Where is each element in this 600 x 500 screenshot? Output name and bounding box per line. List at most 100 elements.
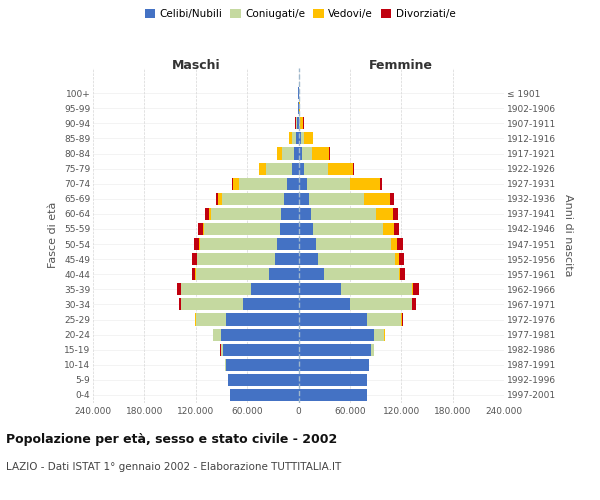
Bar [413,284,419,296]
Bar [192,268,196,280]
Bar [313,223,383,235]
Bar [266,162,292,174]
Bar [203,223,205,235]
Bar [324,268,398,280]
Bar [391,238,397,250]
Bar [228,374,299,386]
Bar [299,298,350,310]
Bar [402,314,403,326]
Bar [364,192,390,205]
Bar [277,238,299,250]
Bar [299,132,301,144]
Bar [233,178,239,190]
Bar [307,178,350,190]
Bar [177,284,181,296]
Bar [299,223,313,235]
Bar [397,238,403,250]
Bar [412,284,413,296]
Bar [287,178,299,190]
Bar [217,192,218,205]
Bar [395,253,398,265]
Text: Maschi: Maschi [172,59,220,72]
Bar [296,132,299,144]
Bar [232,178,233,190]
Bar [299,178,307,190]
Bar [199,238,200,250]
Text: Popolazione per età, sesso e stato civile - 2002: Popolazione per età, sesso e stato civil… [6,432,337,446]
Bar [350,178,380,190]
Bar [205,223,280,235]
Bar [394,223,398,235]
Bar [350,298,412,310]
Bar [251,284,299,296]
Bar [311,208,376,220]
Bar [226,358,299,371]
Bar [197,253,275,265]
Bar [226,314,299,326]
Bar [401,314,402,326]
Bar [211,208,281,220]
Bar [269,268,299,280]
Text: Femmine: Femmine [369,59,433,72]
Bar [376,208,392,220]
Bar [353,162,354,174]
Bar [398,268,400,280]
Bar [299,148,302,160]
Bar [299,208,311,220]
Bar [316,238,391,250]
Bar [196,268,269,280]
Bar [304,132,313,144]
Bar [302,148,312,160]
Bar [199,223,203,235]
Bar [299,162,304,174]
Bar [209,208,211,220]
Bar [193,253,197,265]
Bar [275,253,299,265]
Bar [221,328,299,340]
Bar [318,253,395,265]
Bar [367,314,401,326]
Bar [371,344,374,355]
Bar [239,178,287,190]
Bar [213,328,221,340]
Bar [299,238,316,250]
Bar [299,358,369,371]
Bar [383,223,394,235]
Bar [181,284,251,296]
Y-axis label: Fasce di età: Fasce di età [49,202,58,268]
Bar [243,298,299,310]
Bar [299,284,341,296]
Bar [304,162,328,174]
Bar [292,132,296,144]
Bar [280,223,299,235]
Bar [412,298,416,310]
Bar [299,118,301,130]
Bar [309,192,364,205]
Bar [281,208,299,220]
Bar [299,268,324,280]
Text: LAZIO - Dati ISTAT 1° gennaio 2002 - Elaborazione TUTTITALIA.IT: LAZIO - Dati ISTAT 1° gennaio 2002 - Ela… [6,462,341,472]
Bar [284,192,299,205]
Bar [299,389,367,401]
Bar [301,118,304,130]
Bar [222,192,284,205]
Bar [181,298,243,310]
Y-axis label: Anni di nascita: Anni di nascita [563,194,572,276]
Bar [400,268,404,280]
Bar [205,208,209,220]
Bar [299,253,318,265]
Bar [299,102,300,115]
Legend: Celibi/Nubili, Coniugati/e, Vedovi/e, Divorziati/e: Celibi/Nubili, Coniugati/e, Vedovi/e, Di… [140,5,460,24]
Bar [223,344,299,355]
Bar [289,132,292,144]
Bar [294,148,299,160]
Bar [301,132,304,144]
Bar [200,238,277,250]
Bar [299,344,371,355]
Bar [282,148,294,160]
Bar [194,238,199,250]
Bar [328,162,353,174]
Bar [299,328,374,340]
Bar [259,162,266,174]
Bar [390,192,394,205]
